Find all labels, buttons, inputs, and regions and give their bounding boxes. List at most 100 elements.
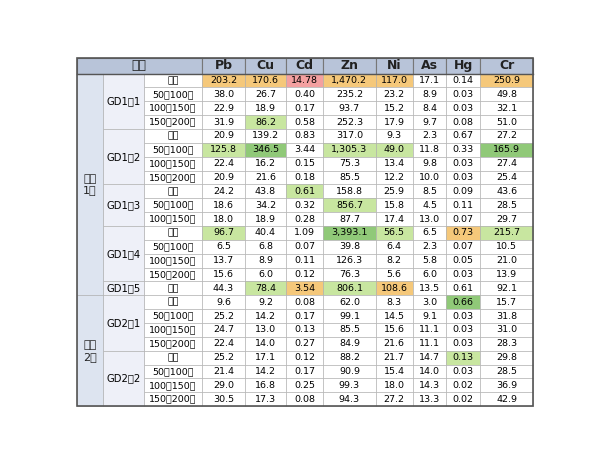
Text: 표층: 표층 [167,229,179,237]
Text: 29.8: 29.8 [496,353,517,362]
Text: 0.61: 0.61 [294,187,315,196]
Bar [413,364,446,379]
Bar [446,185,480,198]
Text: 15.6: 15.6 [213,270,234,279]
Text: 3.0: 3.0 [422,298,437,307]
Bar [323,157,375,171]
Text: 125.8: 125.8 [210,146,237,154]
Bar [323,268,375,281]
Bar [202,185,245,198]
Text: 6.0: 6.0 [258,270,273,279]
Bar [480,87,533,101]
Bar [375,185,413,198]
Bar [323,337,375,351]
Text: 6.0: 6.0 [422,270,437,279]
Bar [286,295,323,309]
Text: 84.9: 84.9 [339,339,360,348]
Bar [286,212,323,226]
Text: 16.8: 16.8 [255,381,276,390]
Bar [413,73,446,87]
Bar [375,115,413,129]
Bar [446,212,480,226]
Bar [286,129,323,143]
Text: 165.9: 165.9 [493,146,520,154]
Text: 0.66: 0.66 [453,298,474,307]
Bar [413,212,446,226]
Bar [245,185,286,198]
Text: 158.8: 158.8 [336,187,363,196]
Bar [144,101,202,115]
Bar [480,73,533,87]
Bar [480,143,533,157]
Bar [323,101,375,115]
Bar [144,129,202,143]
Text: 4.5: 4.5 [422,201,437,210]
Bar [480,254,533,268]
Text: 5.6: 5.6 [387,270,402,279]
Text: 215.7: 215.7 [493,229,520,237]
Text: 9.1: 9.1 [422,312,437,320]
Bar [286,337,323,351]
Text: 11.1: 11.1 [419,325,440,335]
Text: 36.9: 36.9 [496,381,517,390]
Text: GD2－2: GD2－2 [106,374,141,383]
Text: 0.03: 0.03 [453,367,474,376]
Bar [413,226,446,240]
Bar [144,281,202,295]
Bar [286,323,323,337]
Text: 62.0: 62.0 [339,298,360,307]
Bar [202,392,245,406]
Bar [245,143,286,157]
Bar [245,115,286,129]
Text: 50～100㎝: 50～100㎝ [152,312,194,320]
Bar [245,198,286,212]
Bar [446,392,480,406]
Text: 15.4: 15.4 [384,367,405,376]
Bar [245,157,286,171]
Bar [323,129,375,143]
Bar [144,185,202,198]
Text: 100～150㎝: 100～150㎝ [149,215,197,224]
Text: 2.3: 2.3 [422,242,437,252]
Text: Cu: Cu [256,59,274,73]
Text: 5.8: 5.8 [422,256,437,265]
Text: 20.9: 20.9 [213,131,234,140]
Text: 14.3: 14.3 [419,381,440,390]
Text: 0.09: 0.09 [453,187,474,196]
Text: 0.08: 0.08 [294,298,315,307]
Text: 0.12: 0.12 [294,270,315,279]
Bar [286,101,323,115]
Bar [375,58,413,73]
Text: 6.4: 6.4 [387,242,402,252]
Bar [413,379,446,392]
Text: 78.4: 78.4 [255,284,276,293]
Text: 9.3: 9.3 [387,131,402,140]
Bar [480,392,533,406]
Bar [446,198,480,212]
Text: 6.5: 6.5 [216,242,231,252]
Bar [413,115,446,129]
Bar [413,281,446,295]
Text: 29.0: 29.0 [213,381,234,390]
Text: 0.32: 0.32 [294,201,315,210]
Text: 150～200㎝: 150～200㎝ [149,395,197,404]
Text: 18.0: 18.0 [213,215,234,224]
Bar [480,226,533,240]
Text: 0.11: 0.11 [453,201,474,210]
Bar [144,240,202,254]
Text: 75.3: 75.3 [339,159,360,168]
Bar [144,323,202,337]
Text: 85.5: 85.5 [339,173,360,182]
Text: Cr: Cr [499,59,514,73]
Text: 13.9: 13.9 [496,270,517,279]
Bar [77,295,103,406]
Bar [413,309,446,323]
Bar [286,73,323,87]
Bar [245,73,286,87]
Bar [413,185,446,198]
Bar [323,323,375,337]
Text: 17.1: 17.1 [419,76,440,85]
Text: 22.9: 22.9 [213,104,234,113]
Bar [202,323,245,337]
Text: 10.5: 10.5 [496,242,517,252]
